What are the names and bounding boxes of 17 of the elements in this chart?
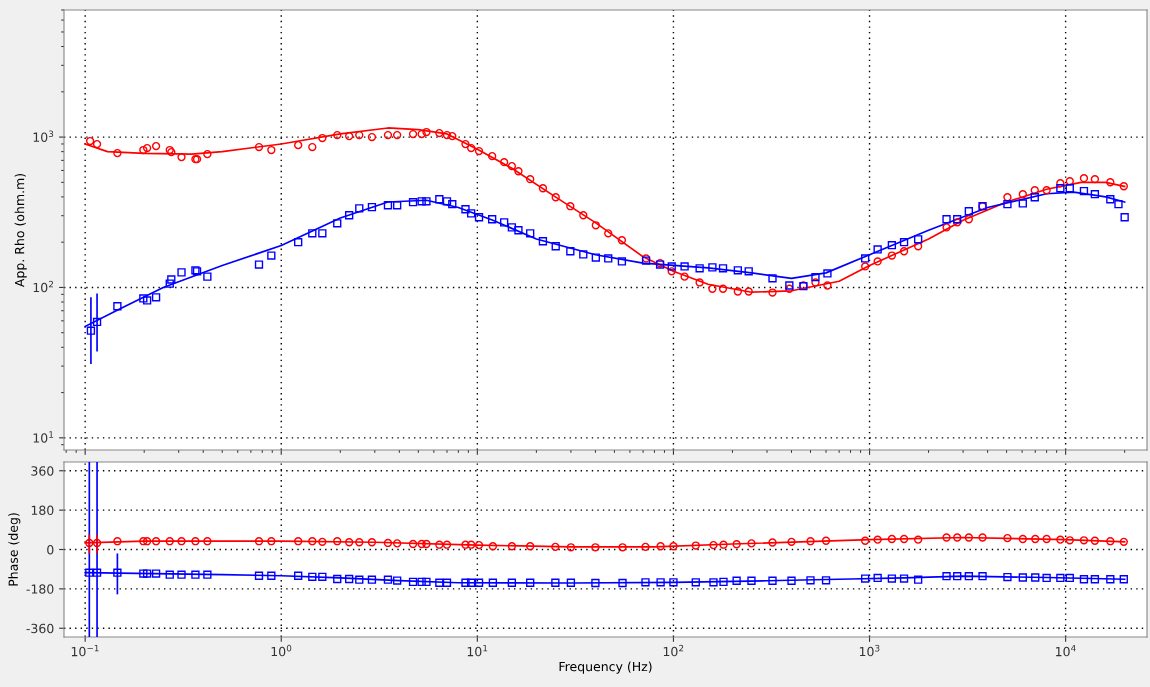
y-tick-label: 180	[31, 505, 54, 516]
y-tick-label: 10$^{3}$	[33, 130, 54, 142]
y-tick-label: 360	[31, 466, 54, 476]
x-tick-label: 10$^{2}$	[663, 644, 684, 657]
y-tick-label: 10$^{1}$	[33, 431, 54, 443]
x-tick-label: 10$^{4}$	[1056, 644, 1076, 657]
y-axis-title: Phase (deg)	[8, 513, 21, 586]
x-tick-label: 10$^{1}$	[467, 644, 488, 657]
x-tick-label: 10$^{0}$	[271, 644, 292, 657]
y-tick-label: 0	[47, 544, 54, 555]
x-tick-label: 10$^{3}$	[859, 644, 880, 657]
y-tick-label: 10$^{2}$	[33, 280, 53, 293]
x-axis-title: Frequency (Hz)	[559, 661, 652, 674]
x-tick-label: 10$^{−1}$	[71, 644, 99, 657]
y-tick-label: -360	[26, 623, 54, 634]
y-axis-title: App. Rho (ohm.m)	[14, 173, 27, 288]
y-tick-label: -180	[26, 584, 54, 594]
